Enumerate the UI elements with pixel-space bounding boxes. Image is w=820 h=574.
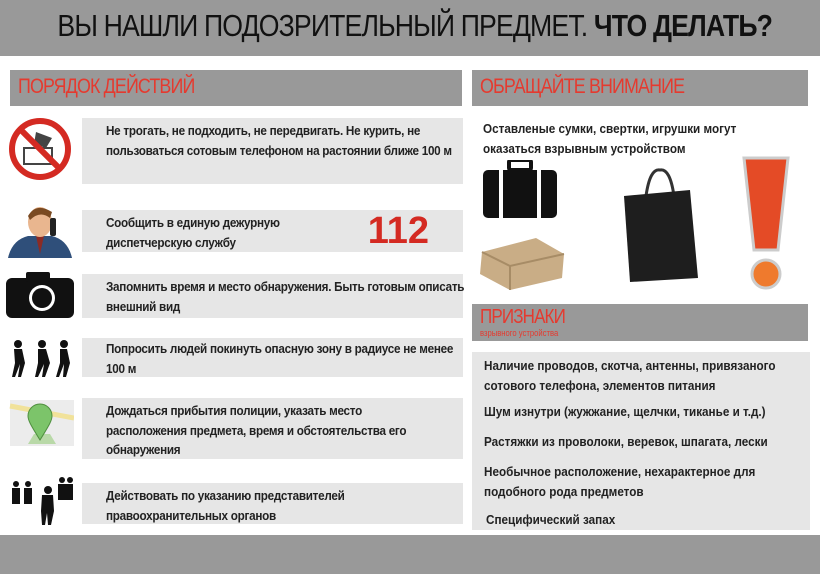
step-text: Сообщить в единую дежурную диспетчерскую… <box>106 215 280 250</box>
crowd-icon <box>12 477 73 525</box>
no-touch-icon <box>9 118 71 180</box>
emergency-number: 112 <box>367 210 429 252</box>
exclamation-icon <box>742 156 790 290</box>
attention-header: ОБРАЩАЙТЕ ВНИМАНИЕ <box>472 70 808 106</box>
step-text: Действовать по указанию представителей п… <box>106 488 345 523</box>
step-1: Не трогать, не подходить, не передвигать… <box>82 118 463 184</box>
step-3: Запомнить время и место обнаружения. Быт… <box>82 274 465 318</box>
signs-subheader-text: взрывного устройства <box>480 328 559 338</box>
actions-header-text: ПОРЯДОК ДЕЙСТВИЙ <box>18 75 195 98</box>
signs-header: ПРИЗНАКИ взрывного устройства <box>472 304 808 341</box>
step-2: Сообщить в единую дежурную диспетчерскую… <box>82 210 463 252</box>
shopping-bag-icon <box>624 168 698 282</box>
bottom-bar <box>0 535 820 574</box>
step-6: Действовать по указанию представителей п… <box>82 483 463 524</box>
step-text: Попросить людей покинуть опасную зону в … <box>106 341 454 376</box>
title-part2: ЧТО ДЕЛАТЬ? <box>593 8 773 43</box>
map-pin-icon <box>9 400 74 446</box>
actions-header: ПОРЯДОК ДЕЙСТВИЙ <box>10 70 462 106</box>
sign-item: Растяжки из проволоки, веревок, шпагата,… <box>484 434 768 449</box>
sign-item: Наличие проводов, скотча, антенны, привя… <box>484 358 776 393</box>
step-4: Попросить людей покинуть опасную зону в … <box>82 338 463 377</box>
step-5: Дождаться прибытия полиции, указать мест… <box>82 398 463 459</box>
man-on-phone-icon <box>8 207 72 258</box>
sign-item: Шум изнутри (жужжание, щелчки, тиканье и… <box>484 404 766 419</box>
camera-icon <box>6 272 74 318</box>
title-part1: ВЫ НАШЛИ ПОДОЗРИТЕЛЬНЫЙ ПРЕДМЕТ. <box>57 8 588 43</box>
step-text: Запомнить время и место обнаружения. Быт… <box>106 279 465 314</box>
parcel-icon <box>480 238 565 290</box>
step-text: Дождаться прибытия полиции, указать мест… <box>106 403 407 457</box>
attention-text: Оставленые сумки, свертки, игрушки могут… <box>483 121 737 156</box>
people-leaving-icon <box>12 340 70 377</box>
page-title: ВЫ НАШЛИ ПОДОЗРИТЕЛЬНЫЙ ПРЕДМЕТ. ЧТО ДЕЛ… <box>57 8 773 44</box>
step-text: Не трогать, не подходить, не передвигать… <box>106 123 452 158</box>
attention-header-text: ОБРАЩАЙТЕ ВНИМАНИЕ <box>480 75 685 98</box>
sign-item: Необычное расположение, нехарактерное дл… <box>484 464 756 499</box>
signs-header-text: ПРИЗНАКИ <box>480 306 566 328</box>
sign-item: Специфический запах <box>486 512 616 527</box>
suitcase-icon <box>483 160 557 218</box>
signs-list: Наличие проводов, скотча, антенны, привя… <box>472 352 810 530</box>
title-bar <box>0 0 820 56</box>
